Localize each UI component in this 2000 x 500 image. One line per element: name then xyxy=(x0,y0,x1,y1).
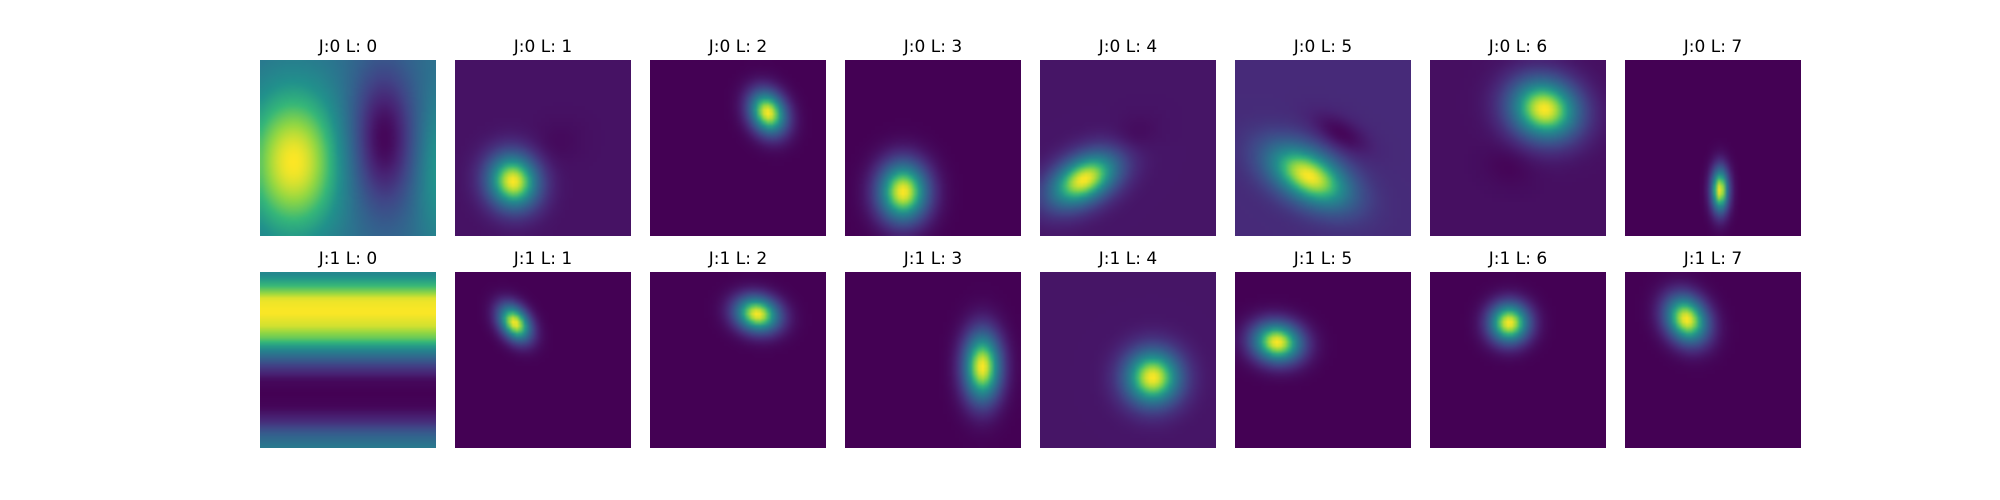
panel-title: J:1 L: 2 xyxy=(708,249,767,269)
panel-6: J:0 L: 6 xyxy=(1430,37,1606,236)
panel-title: J:0 L: 7 xyxy=(1683,37,1742,57)
heatmap-image xyxy=(845,60,1021,236)
panel-14: J:1 L: 6 xyxy=(1430,249,1606,448)
panel-title: J:0 L: 1 xyxy=(513,37,572,57)
panel-8: J:1 L: 0 xyxy=(260,249,436,448)
heatmap-image xyxy=(1235,60,1411,236)
panels-layer: J:0 L: 0 J:0 L: 1 J:0 L: 2 J:0 L: 3 J:0 L: 4… xyxy=(260,37,1801,448)
panel-title: J:1 L: 7 xyxy=(1683,249,1742,269)
panel-title: J:0 L: 3 xyxy=(903,37,962,57)
panel-13: J:1 L: 5 xyxy=(1235,249,1411,448)
heatmap-image xyxy=(1040,60,1216,236)
panel-2: J:0 L: 2 xyxy=(650,37,826,236)
panel-title: J:0 L: 5 xyxy=(1293,37,1352,57)
panel-title: J:1 L: 4 xyxy=(1098,249,1157,269)
heatmap-image xyxy=(1040,272,1216,448)
panel-15: J:1 L: 7 xyxy=(1625,249,1801,448)
panel-11: J:1 L: 3 xyxy=(845,249,1021,448)
panel-1: J:0 L: 1 xyxy=(455,37,631,236)
heatmap-image xyxy=(845,272,1021,448)
heatmap-image xyxy=(260,272,436,448)
panel-title: J:0 L: 6 xyxy=(1488,37,1547,57)
heatmap-image xyxy=(650,60,826,236)
panel-5: J:0 L: 5 xyxy=(1235,37,1411,236)
panel-10: J:1 L: 2 xyxy=(650,249,826,448)
heatmap-image xyxy=(455,60,631,236)
panel-title: J:1 L: 1 xyxy=(513,249,572,269)
heatmap-image xyxy=(1430,60,1606,236)
panel-12: J:1 L: 4 xyxy=(1040,249,1216,448)
heatmap-image xyxy=(455,272,631,448)
panel-title: J:0 L: 0 xyxy=(318,37,377,57)
heatmap-image xyxy=(1625,60,1801,236)
panel-7: J:0 L: 7 xyxy=(1625,37,1801,236)
panel-title: J:0 L: 2 xyxy=(708,37,767,57)
heatmap-image xyxy=(260,60,436,236)
panel-title: J:0 L: 4 xyxy=(1098,37,1157,57)
heatmap-image xyxy=(1235,272,1411,448)
panel-0: J:0 L: 0 xyxy=(260,37,436,236)
panel-title: J:1 L: 0 xyxy=(318,249,377,269)
panel-title: J:1 L: 6 xyxy=(1488,249,1547,269)
heatmap-image xyxy=(1625,272,1801,448)
panel-4: J:0 L: 4 xyxy=(1040,37,1216,236)
heatmap-image xyxy=(1430,272,1606,448)
panel-title: J:1 L: 5 xyxy=(1293,249,1352,269)
panel-3: J:0 L: 3 xyxy=(845,37,1021,236)
panel-title: J:1 L: 3 xyxy=(903,249,962,269)
heatmap-image xyxy=(650,272,826,448)
panel-9: J:1 L: 1 xyxy=(455,249,631,448)
